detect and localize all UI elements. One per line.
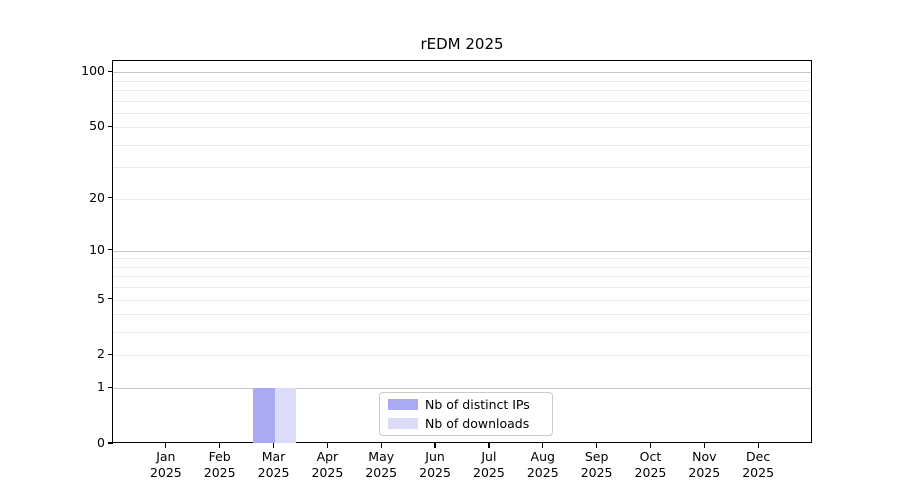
y-tick-label: 5: [97, 290, 105, 306]
minor-gridline: [113, 80, 811, 82]
minor-gridline: [113, 355, 811, 357]
x-tick-label: Jan 2025: [149, 449, 182, 480]
x-tick-label: Mar 2025: [257, 449, 290, 480]
minor-gridline: [113, 332, 811, 334]
x-tick-label: Oct 2025: [634, 449, 667, 480]
minor-gridline: [113, 198, 811, 200]
x-tick-mark: [380, 443, 382, 448]
x-tick-mark: [434, 443, 436, 448]
y-tick-label: 2: [97, 346, 105, 362]
major-gridline: [113, 250, 811, 252]
x-tick-mark: [326, 443, 328, 448]
x-tick-mark: [488, 443, 490, 448]
major-gridline: [113, 72, 811, 74]
x-tick-label: Sep 2025: [580, 449, 613, 480]
legend-item-downloads: Nb of downloads: [388, 416, 544, 431]
chart-title: rEDM 2025: [420, 35, 504, 53]
y-tick-mark: [108, 298, 113, 300]
legend-label-distinct-ips: Nb of distinct IPs: [425, 397, 530, 412]
y-tick-label: 0: [97, 435, 105, 450]
y-tick-label: 20: [89, 189, 105, 205]
x-tick-mark: [165, 443, 167, 448]
minor-gridline: [113, 167, 811, 169]
x-tick-label: Apr 2025: [311, 449, 344, 480]
minor-gridline: [113, 314, 811, 316]
minor-gridline: [113, 266, 811, 268]
legend-label-downloads: Nb of downloads: [425, 416, 530, 431]
x-tick-mark: [596, 443, 598, 448]
minor-gridline: [113, 144, 811, 146]
y-tick-mark: [108, 70, 113, 72]
bar-mar-downloads: [274, 388, 297, 443]
minor-gridline: [113, 89, 811, 91]
x-tick-label: Aug 2025: [526, 449, 559, 480]
minor-gridline: [113, 127, 811, 129]
x-tick-mark: [649, 443, 652, 448]
y-tick-mark: [108, 353, 113, 356]
legend-item-distinct-ips: Nb of distinct IPs: [388, 397, 544, 412]
x-tick-mark: [542, 443, 544, 448]
x-tick-label: Nov 2025: [688, 449, 721, 480]
y-tick-mark: [108, 386, 113, 388]
x-tick-label: Jun 2025: [419, 449, 451, 480]
x-tick-mark: [757, 443, 759, 448]
x-tick-label: Dec 2025: [742, 449, 775, 480]
minor-gridline: [113, 258, 811, 260]
y-tick-label: 10: [89, 241, 105, 257]
y-tick-mark: [108, 249, 113, 251]
minor-gridline: [113, 299, 811, 301]
plot-area: Nb of distinct IPs Nb of downloads: [112, 60, 812, 443]
major-gridline: [113, 388, 811, 390]
legend: Nb of distinct IPs Nb of downloads: [379, 392, 553, 436]
minor-gridline: [113, 287, 811, 289]
x-tick-label: Feb 2025: [203, 449, 236, 480]
x-tick-mark: [703, 443, 705, 448]
y-tick-label: 1: [97, 379, 105, 395]
y-tick-label: 100: [81, 63, 105, 79]
x-tick-label: May 2025: [365, 449, 398, 480]
legend-swatch-downloads: [388, 418, 418, 429]
y-tick-label: 50: [89, 118, 105, 134]
x-tick-mark: [272, 443, 275, 448]
bar-mar-distinct-ips: [253, 388, 275, 443]
y-tick-mark: [108, 197, 113, 199]
y-tick-mark: [108, 442, 113, 444]
minor-gridline: [113, 100, 811, 102]
minor-gridline: [113, 276, 811, 278]
y-tick-mark: [108, 125, 113, 127]
x-tick-mark: [219, 443, 221, 448]
minor-gridline: [113, 112, 811, 114]
legend-swatch-distinct-ips: [388, 399, 418, 410]
x-tick-label: Jul 2025: [473, 449, 505, 480]
